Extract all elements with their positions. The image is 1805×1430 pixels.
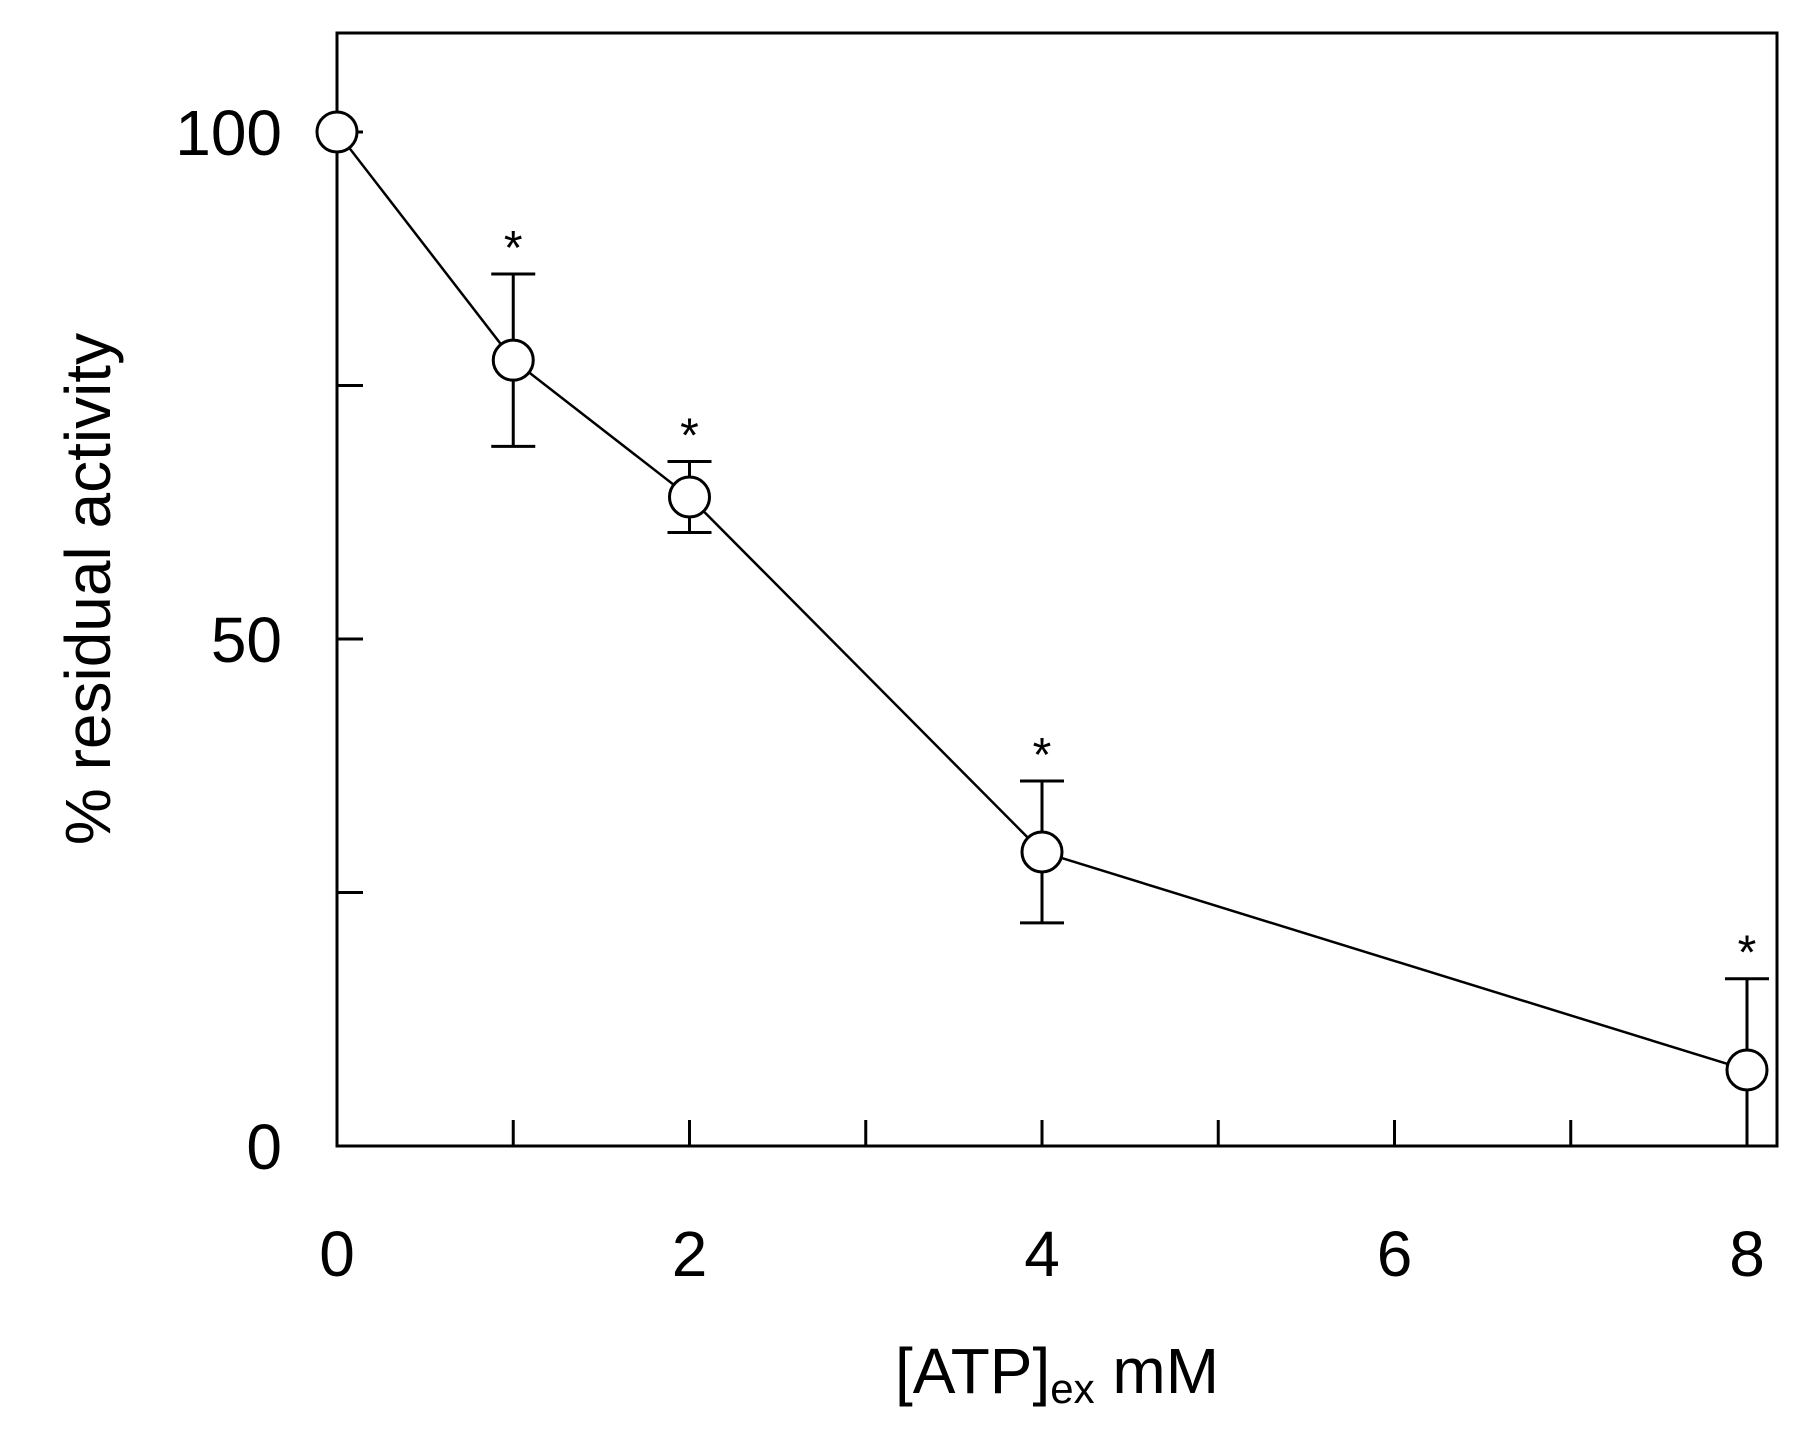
x-axis-label-main: [ATP] — [895, 1335, 1050, 1407]
error-bars — [491, 272, 1769, 1146]
series-0-line — [336, 131, 1748, 1072]
significance-star-8: * — [1738, 927, 1757, 980]
x-axis-tick-labels: 0 2 4 6 8 — [319, 1218, 1765, 1290]
series-line — [336, 131, 1748, 1072]
y-axis-ticks — [337, 130, 363, 894]
significance-markers: * * * * — [504, 222, 1756, 980]
x-axis-label-suffix: mM — [1095, 1335, 1219, 1407]
y-tick-label-0: 0 — [246, 1111, 282, 1183]
x-tick-label-2: 2 — [672, 1218, 708, 1290]
data-point-1 — [491, 338, 535, 382]
y-tick-label-100: 100 — [175, 97, 282, 169]
y-axis-tick-labels: 0 50 100 — [175, 97, 282, 1183]
y-axis-label: % residual activity — [52, 333, 124, 845]
x-axis-label-subscript: ex — [1050, 1365, 1094, 1412]
x-axis-label: [ATP]ex mM — [895, 1335, 1219, 1412]
data-point-0 — [315, 110, 359, 154]
plot-frame — [335, 31, 1779, 1148]
x-axis-ticks — [511, 1120, 1749, 1146]
data-markers — [315, 110, 1769, 1092]
data-point-4 — [1020, 830, 1064, 874]
y-tick-label-50: 50 — [211, 604, 282, 676]
significance-star-2: * — [680, 410, 699, 463]
x-tick-label-6: 6 — [1377, 1218, 1413, 1290]
x-tick-label-0: 0 — [319, 1218, 355, 1290]
data-point-8 — [1725, 1048, 1769, 1092]
significance-star-1: * — [504, 222, 523, 275]
x-tick-label-4: 4 — [1024, 1218, 1060, 1290]
significance-star-4: * — [1033, 729, 1052, 782]
x-tick-label-8: 8 — [1729, 1218, 1765, 1290]
data-point-2 — [668, 475, 711, 519]
